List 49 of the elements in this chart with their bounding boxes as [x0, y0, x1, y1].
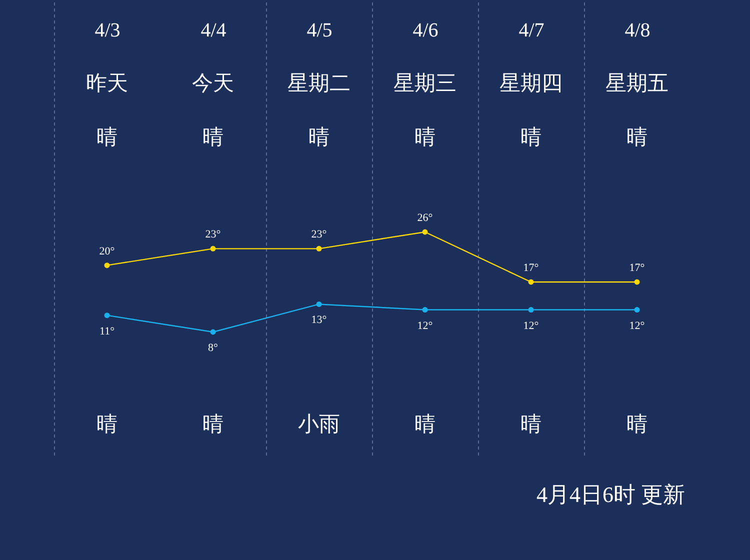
- data-label: 11°: [100, 325, 114, 338]
- x-tick-label: 4/7: [518, 20, 544, 42]
- x-tick-label: 4/4: [200, 20, 226, 42]
- x-tick-label: 4/3: [94, 20, 120, 42]
- text: 晴: [96, 412, 118, 436]
- text: 晴: [520, 125, 542, 149]
- text: 小雨: [298, 412, 340, 436]
- point: [210, 329, 216, 335]
- text: 晴: [520, 412, 542, 436]
- text: 星期二: [288, 71, 350, 95]
- text: 4月4日6时 更新: [536, 482, 685, 507]
- x-tick-label: 4/6: [412, 20, 438, 42]
- text: 星期四: [500, 71, 562, 95]
- data-label: 17°: [629, 262, 645, 274]
- text: 晴: [414, 412, 436, 436]
- text: 晴: [202, 412, 224, 436]
- data-label: 23°: [311, 228, 327, 241]
- point: [528, 279, 534, 285]
- point: [422, 229, 428, 235]
- data-label: 13°: [311, 314, 327, 326]
- data-label: 12°: [417, 320, 433, 332]
- point: [316, 301, 322, 307]
- text: 今天: [192, 71, 234, 95]
- data-label: 20°: [99, 245, 115, 258]
- data-label: 17°: [523, 262, 539, 274]
- point: [528, 307, 534, 313]
- point: [210, 246, 216, 252]
- point: [316, 246, 322, 252]
- text: 晴: [626, 125, 648, 149]
- x-tick-label: 4/8: [624, 20, 650, 42]
- point: [634, 307, 640, 313]
- text: 昨天: [86, 71, 128, 95]
- data-label: 26°: [417, 212, 433, 224]
- point: [634, 279, 640, 285]
- point: [422, 307, 428, 313]
- point: [104, 312, 110, 318]
- text: 晴: [626, 412, 648, 436]
- data-label: 8°: [208, 342, 218, 354]
- data-label: 12°: [523, 320, 539, 332]
- text: 晴: [414, 125, 436, 149]
- x-tick-label: 4/5: [306, 20, 332, 42]
- text: 晴: [96, 125, 118, 149]
- text: 晴: [308, 125, 330, 149]
- point: [104, 262, 110, 268]
- text: 星期五: [606, 71, 668, 95]
- data-label: 23°: [205, 228, 221, 241]
- text: 晴: [202, 125, 224, 149]
- data-label: 12°: [629, 320, 645, 332]
- text: 星期三: [394, 71, 456, 95]
